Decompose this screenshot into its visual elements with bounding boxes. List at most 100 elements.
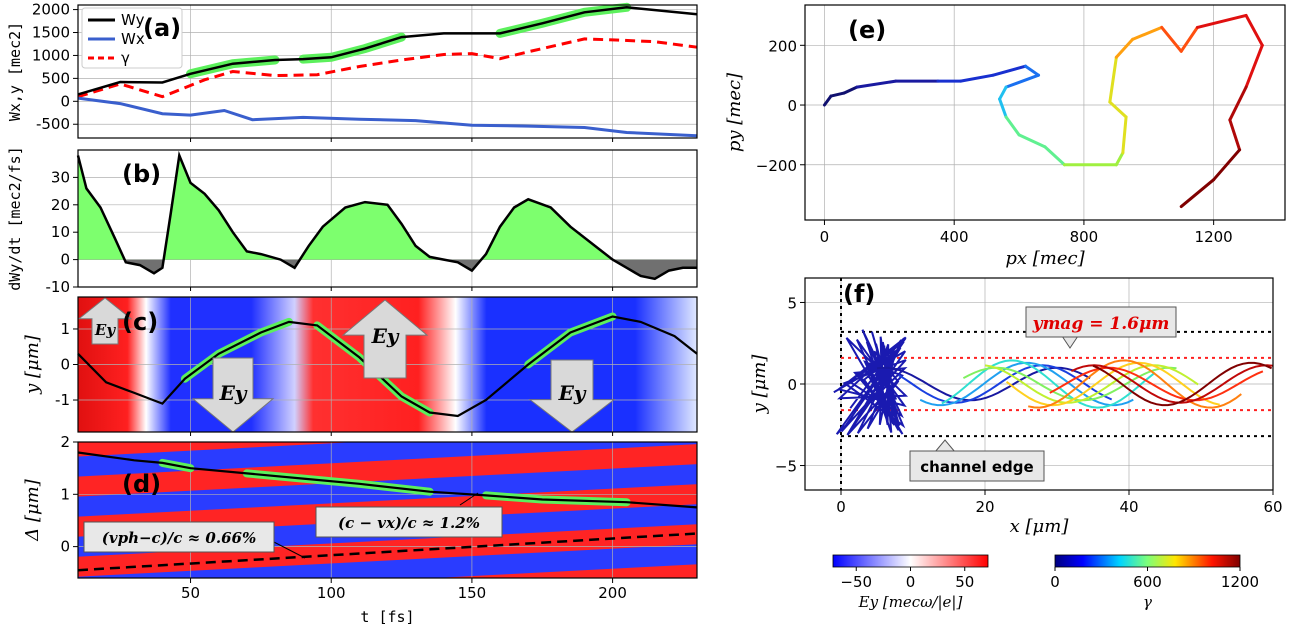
trajectory-line [984,364,1199,404]
panel-label: (d) [122,470,161,498]
y-tick-label: 2 [60,433,70,451]
y-tick-label: 5 [787,294,797,312]
field-direction-label: Ey [371,324,400,348]
y-tick-label: 1000 [32,46,70,64]
panel-f: 5 0 −5 0 20 40 60 x [μm] y [μm] (f) ymag = 1.6μm ch… [749,277,1283,537]
colorbar-tick-label: 0 [1050,573,1060,591]
trajectory-line [1028,359,1242,409]
y-axis-label: Wx,y [mec2] [6,22,24,121]
y-axis-label: py [mec] [724,72,745,152]
x-tick-label: 60 [1263,498,1282,516]
panel-c: Ey Ey Ey Ey 1 0 -1 (c) y [μm] [22,296,698,436]
field-direction-label: Ey [219,381,248,405]
trajectory-line [962,366,1177,402]
panel-label: (c) [122,308,158,336]
trajectory-segment [1228,118,1242,152]
panel-label: (b) [122,160,161,188]
trajectory-segment [1179,178,1216,209]
y-tick-label: 0 [787,97,797,115]
trajectory-tangle [833,329,909,436]
trajectory-line [1049,366,1264,402]
trajectory-segment [1244,13,1264,47]
y-tick-label: 0 [60,251,70,269]
annotation-text: ymag = 1.6μm [1032,314,1170,334]
field-direction-label: Ey [94,321,116,339]
arrow-down-2 [528,359,616,433]
panel-d: (vph−c)/c ≈ 0.66% (c − vx)/c ≈ 1.2% 2 1 0 50 1… [22,433,698,626]
series-wy-line [77,6,698,96]
annotation-leader [459,492,479,506]
colorbar-label: Ey [mecω/|e|] [858,593,963,611]
panel-frame [77,441,698,579]
trajectory-segment [1114,37,1135,59]
y-tick-label: 2000 [32,1,70,19]
panel-label: (e) [848,16,886,44]
annotation-leader [269,539,306,559]
trajectory-segment [842,85,859,95]
y-tick-label: 0 [787,376,797,394]
trajectory-segment [1004,73,1041,89]
y-tick-label: 0 [60,538,70,556]
colorbar-label: γ [1143,593,1152,611]
x-tick-label: 50 [181,584,200,602]
negative-area [124,259,697,279]
legend-box [81,7,183,69]
annotation-box [909,450,1045,482]
trajectory-line [1070,364,1274,404]
annotation-box [315,506,503,538]
annotation-text: channel edge [920,458,1033,476]
trajectory-segment [855,79,898,89]
trajectory-segment [1108,55,1118,104]
colorbar-tick-label: 1200 [1221,573,1259,591]
panel-label: (f) [843,280,875,308]
colorbar [1054,554,1241,568]
trajectory-segment [822,94,833,107]
trajectory-segment [1212,148,1242,182]
arrow-up-2 [341,299,429,379]
colorbar-tick-label: 600 [1133,573,1162,591]
highlight-segment [298,32,407,64]
y-tick-label: 0 [60,92,70,110]
legend-label: Wx [121,30,145,48]
annotation-text: (vph−c)/c ≈ 0.66% [102,529,256,547]
x-axis-label: t [fs] [360,608,414,626]
field-direction-label: Ey [558,381,587,405]
panel-e: 200 0 −200 0 400 800 1200 px [mec] py [mec] (e) [724,4,1286,269]
panel-frame [77,149,698,288]
y-tick-label: -500 [36,115,70,133]
x-tick-label: 150 [458,584,487,602]
trajectory-segment [1228,85,1248,122]
annotation-pointer [934,439,956,453]
x-axis-label: x [μm] [1010,516,1070,537]
x-tick-label: 200 [598,584,627,602]
y-tick-label: 200 [768,37,797,55]
legend-label: γ [121,49,130,67]
colorbar-tick-label: −50 [840,573,872,591]
annotation-pointer [1061,335,1079,349]
trajectory-segment [1004,115,1021,137]
y-axis-label: y [μm] [22,334,43,395]
y-tick-label: 1500 [32,24,70,42]
y-tick-label: 1 [60,485,70,503]
annotation-box [83,521,275,553]
y-tick-label: 0 [60,356,70,374]
y-tick-label: -10 [46,278,71,296]
colorbar-tick-label: 0 [906,573,916,591]
trajectory-line [1092,361,1273,407]
x-tick-label: 800 [1070,228,1099,246]
annotation-text: (c − vx)/c ≈ 1.2% [338,514,480,532]
trajectory-segment [1043,145,1066,167]
colorbars: −50 0 50 Ey [mecω/|e|] 0 600 1200 γ [832,554,1259,611]
trajectory-segment [959,73,995,83]
series-gamma-line [77,37,698,99]
trajectory-segment [998,85,1008,101]
trajectory-segment [1017,133,1047,149]
arrow-down-1 [191,357,275,433]
series-wx-line [77,96,698,138]
x-tick-label: 40 [1119,498,1138,516]
trajectory-segment [998,97,1008,119]
y-axis-label: dWy/dt [mec2/fs] [6,146,24,291]
arrow-up-1 [77,297,133,345]
